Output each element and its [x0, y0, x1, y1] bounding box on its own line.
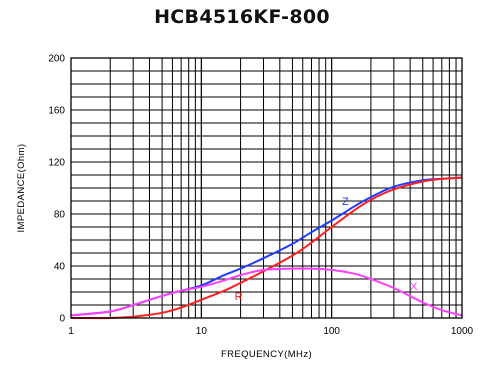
series-line-x [70, 267, 463, 317]
series-label-x: X [410, 281, 418, 293]
y-tick-label: 200 [48, 54, 65, 65]
x-tick-label: 100 [323, 326, 340, 337]
chart-title: HCB4516KF-800 [154, 6, 330, 28]
series-label-z: Z [342, 196, 349, 208]
x-tick-label: 10 [196, 326, 208, 337]
grid [71, 58, 462, 318]
tick-labels: 1 10 100 1000 0 40 80 120 160 200 [48, 54, 473, 338]
y-tick-label: 0 [59, 314, 65, 325]
series-line-z [70, 176, 463, 317]
y-axis-label: IMPEDANCE(Ohm) [16, 144, 27, 233]
x-tick-label: 1000 [451, 326, 474, 337]
series-labels: Z R X [235, 196, 419, 303]
y-tick-label: 120 [48, 158, 65, 169]
x-axis-label: FREQUENCY(MHz) [221, 349, 312, 360]
series-line-r [70, 176, 463, 320]
y-tick-label: 160 [48, 106, 65, 117]
x-tick-label: 1 [68, 326, 74, 337]
y-tick-label: 80 [54, 210, 66, 221]
y-tick-label: 40 [54, 262, 66, 273]
plot-frame [70, 57, 463, 319]
series-lines [70, 176, 463, 320]
series-label-r: R [235, 291, 243, 303]
